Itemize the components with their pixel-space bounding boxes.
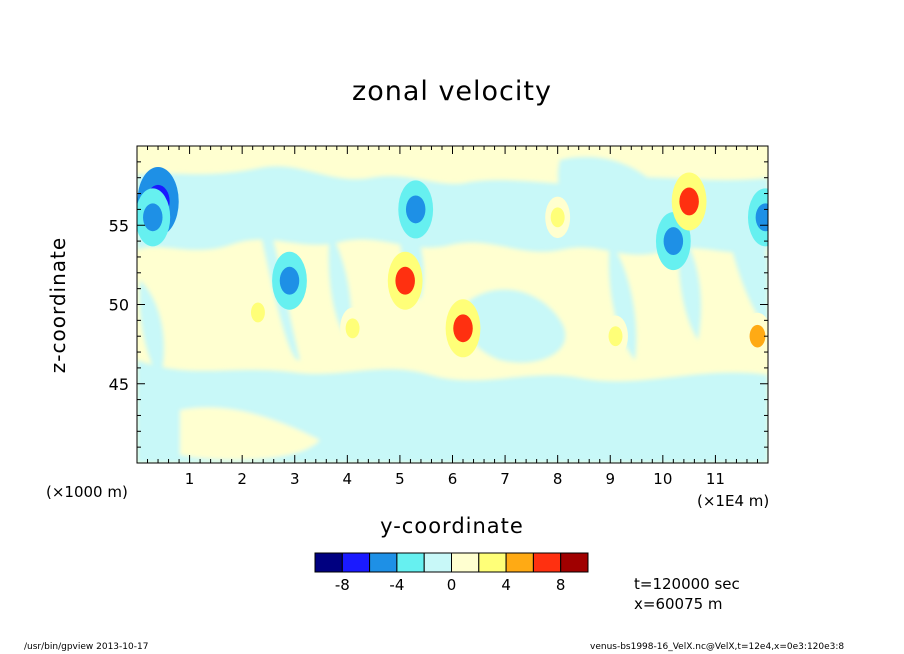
feature-core	[749, 324, 766, 348]
colorbar-swatch	[451, 552, 480, 573]
colorbar-swatch	[505, 552, 534, 573]
footer-right: venus-bs1998-16_VelX.nc@VelX,t=12e4,x=0e…	[590, 642, 845, 652]
feature-core	[143, 203, 163, 232]
colorbar-swatch	[532, 552, 562, 573]
footer-left: /usr/bin/gpview 2013-10-17	[24, 642, 149, 652]
colorbar: -8 -4 0 4 8	[314, 552, 589, 594]
y-axis-label: z-coordinate	[46, 236, 70, 374]
plot-field	[137, 146, 768, 463]
colorbar-tick-label: 4	[501, 576, 511, 594]
x-tick-label: 9	[605, 470, 615, 488]
x-axis-unit-left: (×1000 m)	[46, 483, 128, 501]
feature-core	[395, 266, 415, 295]
feature-core	[279, 266, 300, 295]
feature-core	[405, 195, 426, 224]
x-tick-label: 3	[290, 470, 300, 488]
feature-core	[550, 207, 565, 228]
x-axis-ticks: 1 2 3 4 5 6 7 8 9 10 11	[136, 146, 769, 488]
y-tick-label: 55	[109, 216, 129, 235]
feature-core	[679, 187, 699, 216]
x-tick-label: 11	[706, 470, 725, 488]
field-features	[137, 166, 768, 360]
x-tick-label: 10	[653, 470, 672, 488]
time-annotation: t=120000 sec	[634, 575, 740, 593]
chart-title: zonal velocity	[352, 76, 552, 107]
x-tick-label: 1	[185, 470, 195, 488]
feature-core	[755, 203, 768, 232]
x-axis-label: y-coordinate	[380, 514, 524, 538]
position-annotation: x=60075 m	[634, 595, 723, 613]
x-tick-label: 5	[395, 470, 405, 488]
x-tick-label: 6	[448, 470, 458, 488]
feature-core	[345, 318, 360, 339]
colorbar-swatch	[478, 552, 507, 573]
colorbar-swatch	[341, 552, 371, 573]
colorbar-swatch	[423, 552, 453, 573]
colorbar-swatch	[369, 552, 398, 573]
x-tick-label: 7	[500, 470, 510, 488]
colorbar-swatch	[396, 552, 425, 573]
x-tick-label: 8	[553, 470, 563, 488]
colorbar-tick-label: 0	[447, 576, 457, 594]
feature-core	[453, 314, 473, 343]
x-axis-unit-right: (×1E4 m)	[697, 492, 770, 510]
colorbar-tick-label: -4	[389, 576, 404, 594]
feature-core	[250, 302, 265, 323]
y-tick-label: 45	[109, 375, 129, 394]
colorbar-tick-label: 8	[556, 576, 566, 594]
colorbar-swatch	[560, 552, 589, 573]
y-tick-label: 50	[109, 296, 129, 315]
y-axis-ticks: 45 50 55	[109, 145, 768, 464]
feature-core	[608, 326, 623, 347]
colorbar-tick-label: -8	[335, 576, 350, 594]
x-tick-label: 4	[343, 470, 353, 488]
x-tick-label: 2	[237, 470, 247, 488]
feature-core	[663, 227, 684, 256]
colorbar-swatch	[314, 552, 343, 573]
